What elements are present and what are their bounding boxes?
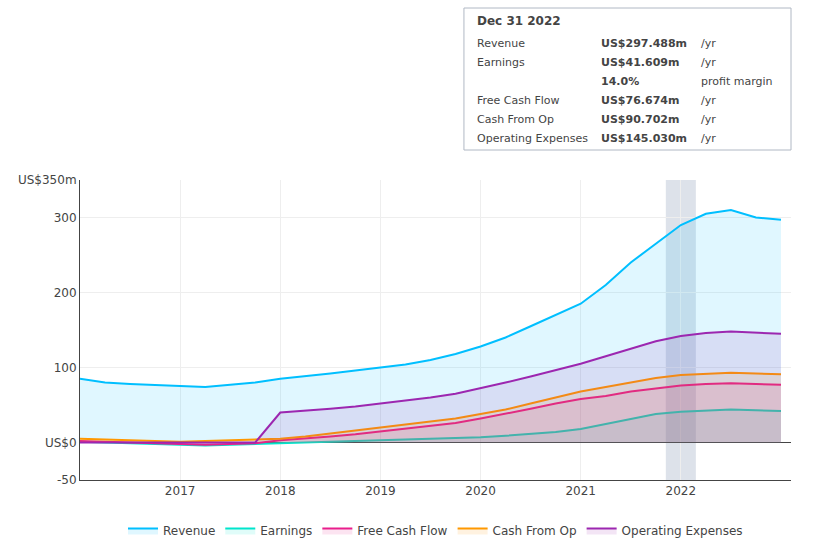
svg-text:2022: 2022 bbox=[666, 484, 697, 498]
svg-text:/yr: /yr bbox=[701, 94, 716, 107]
svg-text:US$90.702m: US$90.702m bbox=[601, 113, 679, 126]
svg-text:US$297.488m: US$297.488m bbox=[601, 37, 687, 50]
svg-text:US$145.030m: US$145.030m bbox=[601, 132, 687, 145]
svg-text:Free Cash Flow: Free Cash Flow bbox=[357, 524, 447, 538]
svg-text:/yr: /yr bbox=[701, 132, 716, 145]
svg-text:2020: 2020 bbox=[465, 484, 496, 498]
svg-text:Earnings: Earnings bbox=[260, 524, 312, 538]
svg-text:200: 200 bbox=[54, 286, 77, 300]
svg-text:14.0%: 14.0% bbox=[601, 75, 639, 88]
svg-text:2021: 2021 bbox=[565, 484, 596, 498]
svg-text:US$350m: US$350m bbox=[18, 173, 77, 187]
svg-text:Operating Expenses: Operating Expenses bbox=[622, 524, 743, 538]
svg-text:profit margin: profit margin bbox=[701, 75, 773, 88]
svg-text:2017: 2017 bbox=[165, 484, 196, 498]
svg-text:Operating Expenses: Operating Expenses bbox=[477, 132, 588, 145]
svg-text:/yr: /yr bbox=[701, 56, 716, 69]
svg-text:US$76.674m: US$76.674m bbox=[601, 94, 679, 107]
svg-text:Dec 31 2022: Dec 31 2022 bbox=[477, 14, 561, 28]
svg-text:Cash From Op: Cash From Op bbox=[493, 524, 577, 538]
svg-text:300: 300 bbox=[54, 211, 77, 225]
svg-text:Revenue: Revenue bbox=[163, 524, 215, 538]
svg-text:Revenue: Revenue bbox=[477, 37, 525, 50]
svg-text:/yr: /yr bbox=[701, 37, 716, 50]
svg-text:100: 100 bbox=[54, 361, 77, 375]
svg-text:Earnings: Earnings bbox=[477, 56, 525, 69]
svg-text:US$0: US$0 bbox=[45, 436, 77, 450]
svg-text:Cash From Op: Cash From Op bbox=[477, 113, 554, 126]
svg-text:-50: -50 bbox=[57, 473, 77, 487]
svg-text:Free Cash Flow: Free Cash Flow bbox=[477, 94, 560, 107]
svg-text:/yr: /yr bbox=[701, 113, 716, 126]
svg-text:2019: 2019 bbox=[365, 484, 396, 498]
svg-text:2018: 2018 bbox=[265, 484, 296, 498]
svg-text:US$41.609m: US$41.609m bbox=[601, 56, 679, 69]
